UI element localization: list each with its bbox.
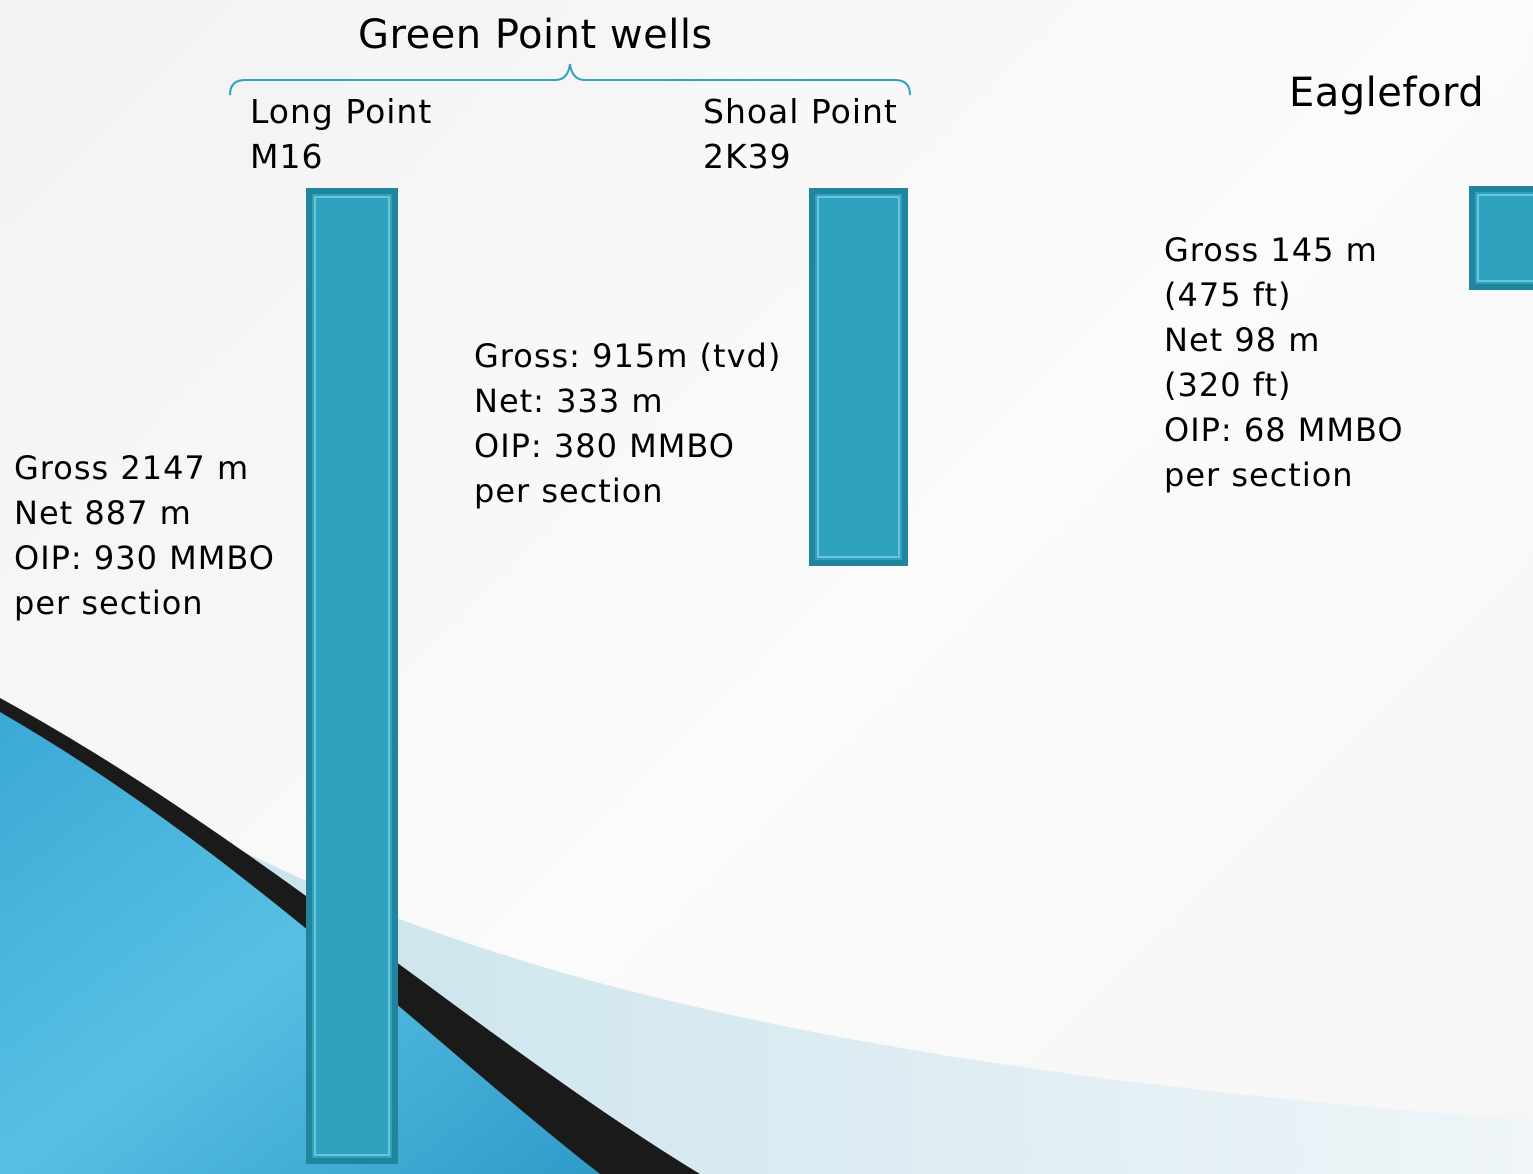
page-title: Green Point wells xyxy=(358,12,713,58)
eagleford-column xyxy=(1469,186,1533,290)
swoosh-blue-band xyxy=(0,712,600,1174)
well-name-shoal-point: Shoal Point xyxy=(703,92,898,131)
shoal-point-net: Net: 333 m xyxy=(474,382,664,420)
eagleford-gross: Gross 145 m xyxy=(1164,231,1378,269)
shoal-point-column xyxy=(809,188,908,566)
shoal-point-column-inner xyxy=(817,196,900,558)
shoal-point-oip: OIP: 380 MMBO xyxy=(474,427,735,465)
eagleford-stats: Gross 145 m (475 ft) Net 98 m (320 ft) O… xyxy=(1164,228,1404,498)
shoal-point-per-section: per section xyxy=(474,472,664,510)
eagleford-oip: OIP: 68 MMBO xyxy=(1164,411,1404,449)
eagleford-column-inner xyxy=(1477,194,1533,282)
shoal-point-stats: Gross: 915m (tvd) Net: 333 m OIP: 380 MM… xyxy=(474,334,781,514)
long-point-column xyxy=(306,188,398,1164)
well-id-shoal-point: 2K39 xyxy=(703,137,792,176)
long-point-gross: Gross 2147 m xyxy=(14,449,250,487)
long-point-oip: OIP: 930 MMBO xyxy=(14,539,275,577)
long-point-column-inner xyxy=(314,196,390,1156)
long-point-stats: Gross 2147 m Net 887 m OIP: 930 MMBO per… xyxy=(14,446,275,626)
eagleford-per-section: per section xyxy=(1164,456,1354,494)
eagleford-title: Eagleford xyxy=(1289,70,1485,116)
eagleford-net-ft: (320 ft) xyxy=(1164,366,1292,404)
eagleford-net: Net 98 m xyxy=(1164,321,1321,359)
well-id-long-point: M16 xyxy=(250,137,324,176)
green-point-brace xyxy=(229,63,911,96)
well-name-long-point: Long Point xyxy=(250,92,433,131)
long-point-per-section: per section xyxy=(14,584,204,622)
eagleford-gross-ft: (475 ft) xyxy=(1164,276,1292,314)
long-point-net: Net 887 m xyxy=(14,494,192,532)
shoal-point-gross: Gross: 915m (tvd) xyxy=(474,337,782,375)
